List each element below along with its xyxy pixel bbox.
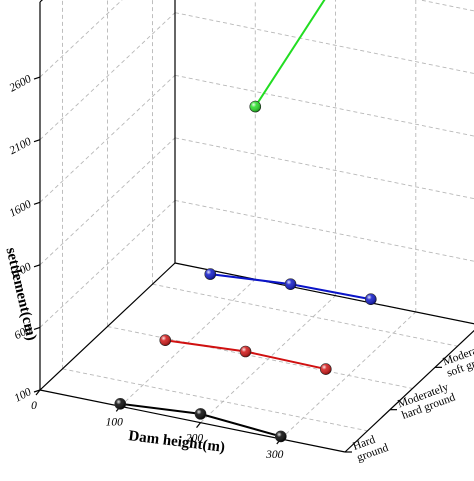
x-tick-label: 200 bbox=[186, 433, 204, 445]
label-layer: 10060011001600210026000100200300Hardgrou… bbox=[7, 73, 474, 464]
data-point-shading bbox=[365, 293, 377, 305]
data-point-shading bbox=[159, 334, 171, 346]
data-point-shading bbox=[320, 363, 332, 375]
axis-frame-edge bbox=[39, 262, 176, 391]
data-point-shading bbox=[240, 346, 252, 358]
grid-layer bbox=[39, 0, 474, 440]
gridline-back-y bbox=[174, 137, 474, 200]
axis-frame-edge bbox=[344, 329, 474, 453]
gridline-left-y bbox=[39, 74, 176, 203]
data-point-shading bbox=[114, 398, 126, 410]
gridline-floor-cat bbox=[152, 283, 458, 347]
y-tick-label: 1600 bbox=[7, 198, 33, 220]
category-label: Moderatelyhard ground bbox=[396, 380, 457, 422]
gridline-back-y bbox=[174, 74, 474, 137]
x-tick-label: 300 bbox=[265, 449, 284, 461]
data-point-shading bbox=[204, 268, 216, 280]
data-point-shading bbox=[275, 430, 287, 442]
gridline-left-y bbox=[39, 137, 176, 266]
x-axis-title: Dam height(m) bbox=[128, 428, 226, 456]
data-point-shading bbox=[249, 101, 261, 113]
y-tick-mark bbox=[33, 326, 41, 330]
y-tick-label: 2600 bbox=[7, 73, 33, 95]
y-tick-label: 2100 bbox=[7, 136, 33, 158]
axis-frame-edge bbox=[174, 262, 474, 325]
gridline-back-y bbox=[174, 12, 474, 74]
axis-layer bbox=[33, 0, 474, 453]
series-line bbox=[254, 0, 326, 108]
gridline-floor-cat bbox=[107, 326, 413, 389]
gridline-left-y bbox=[39, 200, 176, 328]
y-tick-mark bbox=[33, 201, 41, 205]
series-layer bbox=[114, 0, 377, 443]
axis-frame-edge bbox=[39, 389, 346, 453]
y-tick-mark bbox=[33, 76, 41, 80]
gridline-left-y bbox=[39, 0, 123, 78]
x-tick-mark bbox=[35, 389, 41, 396]
x-tick-label: 100 bbox=[106, 416, 124, 428]
gridline-back-y bbox=[174, 199, 474, 262]
x-tick-label: 0 bbox=[31, 400, 37, 412]
gridline-floor-cat bbox=[62, 368, 368, 432]
y-axis-title: settlement(cm) bbox=[2, 246, 39, 342]
category-label: Moderatelysoft ground bbox=[441, 339, 474, 380]
gridline-left-y bbox=[39, 12, 176, 141]
gridline-back-y bbox=[418, 0, 474, 12]
category-label: Hardground bbox=[351, 430, 390, 464]
x-tick-mark bbox=[196, 422, 201, 429]
data-point-shading bbox=[195, 408, 207, 420]
y-tick-mark bbox=[33, 139, 41, 143]
data-point-shading bbox=[285, 278, 297, 290]
y-tick-mark bbox=[33, 264, 41, 268]
